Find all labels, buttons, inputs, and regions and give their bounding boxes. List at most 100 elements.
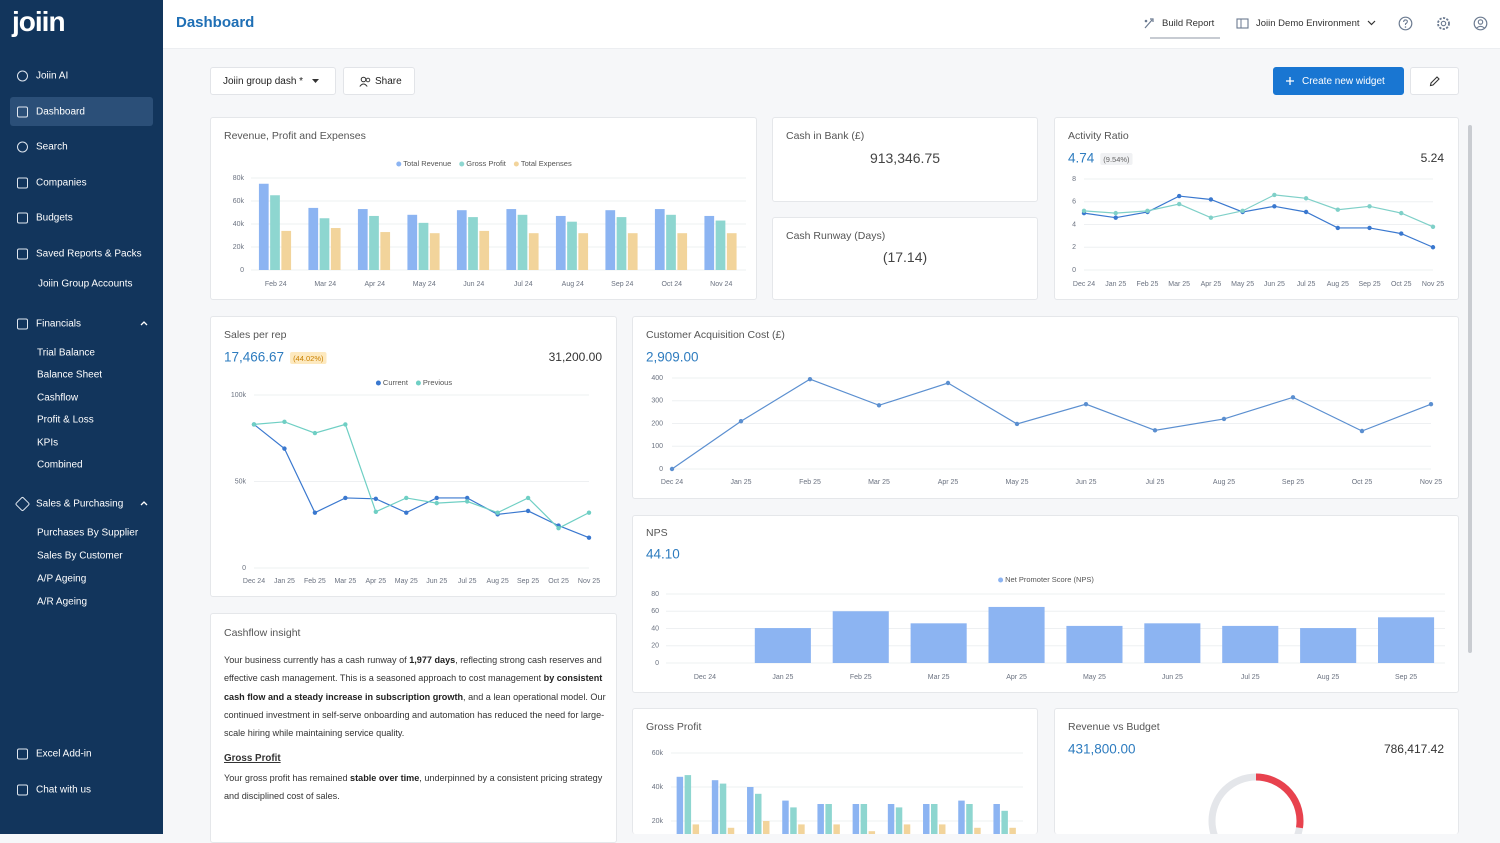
x-tick-label: Aug 25 — [1317, 674, 1339, 681]
select-label: Joiin group dash * — [223, 75, 304, 87]
x-tick-label: Oct 25 — [1391, 281, 1412, 288]
line-point — [1367, 204, 1372, 209]
dashboard-select[interactable]: Joiin group dash * — [210, 67, 336, 95]
nav-item[interactable]: Saved Reports & Packs — [36, 248, 142, 260]
x-tick-label: Nov 24 — [710, 281, 732, 288]
line-point — [343, 495, 348, 501]
nav-item[interactable]: Search — [36, 141, 68, 153]
x-tick-label: May 25 — [1231, 281, 1254, 288]
y-tick-label: 300 — [651, 398, 663, 405]
x-tick-label: Aug 25 — [487, 578, 509, 585]
bar — [754, 628, 811, 663]
nav-subitem[interactable]: Purchases By Supplier — [37, 527, 139, 539]
bar — [676, 776, 684, 834]
user-icon[interactable] — [1473, 16, 1488, 31]
comparison-value: 5.24 — [1421, 151, 1445, 165]
nav-icon — [17, 748, 28, 760]
collapse-caret[interactable] — [140, 500, 148, 506]
widget-card: Revenue, Profit and Expenses Total Revenu… — [210, 117, 757, 300]
nav-subitem[interactable]: A/P Ageing — [37, 573, 87, 585]
line-point — [1240, 208, 1245, 214]
nav-section[interactable]: Financials — [36, 318, 82, 330]
bar — [369, 215, 379, 270]
line-point — [876, 403, 882, 408]
bar — [258, 183, 269, 270]
x-tick-label: Jul 25 — [1297, 281, 1316, 288]
nav-subitem[interactable]: Trial Balance — [37, 347, 95, 359]
comparison-value: 786,417.42 — [1384, 742, 1444, 756]
nav-item[interactable]: Dashboard — [36, 106, 85, 118]
bar — [790, 807, 797, 834]
nav-subitem[interactable]: Profit & Loss — [37, 414, 94, 426]
nav-icon — [17, 318, 28, 330]
line-point — [1176, 201, 1182, 207]
line-point — [1152, 428, 1158, 433]
nav-subitem[interactable]: Sales By Customer — [37, 550, 123, 562]
sidebar: joiin Joiin AI Dashboard Search Companie… — [0, 0, 163, 834]
x-tick-label: Jun 25 — [426, 578, 447, 585]
widget-title: Cashflow insight — [224, 627, 301, 639]
x-tick-label: Nov 25 — [1422, 281, 1444, 288]
create-widget-button[interactable]: Create new widget — [1273, 67, 1404, 95]
nav-subitem[interactable]: Cashflow — [37, 392, 79, 404]
widget-value: 913,346.75 — [869, 150, 941, 166]
x-tick-label: Dec 24 — [661, 479, 683, 486]
nav-item[interactable]: Joiin Group Accounts — [38, 278, 133, 290]
nav-item[interactable]: Chat with us — [36, 784, 92, 796]
nav-icon — [17, 106, 28, 118]
line-point — [1221, 416, 1227, 422]
x-tick-label: Feb 24 — [265, 281, 287, 288]
x-tick-label: Jan 25 — [772, 674, 793, 681]
bar — [726, 233, 737, 270]
x-tick-label: Mar 25 — [1168, 281, 1190, 288]
collapse-caret[interactable] — [140, 320, 148, 326]
gauge-arc — [1255, 773, 1304, 829]
legend-swatch — [459, 161, 465, 167]
bar — [677, 233, 688, 270]
nav-item[interactable]: Budgets — [36, 212, 73, 224]
chart: Gross Profit 20k 40k 60k — [646, 721, 1023, 834]
nav-subitem[interactable]: Combined — [37, 459, 83, 471]
legend-swatch — [513, 161, 519, 167]
bar — [468, 217, 478, 270]
nav-item[interactable]: Companies — [36, 177, 87, 189]
insight-text: Your business currently has a cash runwa… — [224, 651, 606, 805]
line-point — [495, 510, 500, 515]
scrollbar[interactable] — [1468, 125, 1472, 653]
y-tick-label: 20 — [651, 643, 659, 650]
line-point — [312, 510, 318, 515]
line-point — [807, 376, 813, 382]
chart: Revenue, Profit and Expenses Total Revenu… — [224, 130, 746, 288]
help-icon[interactable] — [1398, 16, 1413, 31]
bar — [833, 824, 840, 834]
line-point — [738, 419, 744, 424]
logo[interactable]: joiin — [12, 6, 66, 37]
widget-card: Sales per rep 17,466.67 (44.02%) 31,200.00 C… — [210, 316, 617, 597]
share-button[interactable]: Share — [343, 67, 415, 95]
bar — [825, 804, 832, 834]
nav-subitem[interactable]: Balance Sheet — [37, 369, 103, 381]
x-tick-label: Jul 24 — [514, 281, 533, 288]
edit-button[interactable] — [1410, 67, 1459, 95]
line-point — [373, 496, 379, 501]
bar — [966, 804, 973, 834]
settings-icon[interactable] — [1436, 16, 1451, 31]
nav-item[interactable]: Excel Add-in — [36, 748, 92, 760]
legend-swatch — [415, 380, 421, 386]
nav-item[interactable]: Joiin AI — [36, 70, 69, 82]
bar — [755, 793, 762, 834]
nav-section[interactable]: Sales & Purchasing — [36, 498, 124, 510]
nav-subitem[interactable]: A/R Ageing — [37, 596, 88, 608]
bar — [319, 218, 330, 270]
bar — [903, 824, 911, 834]
line-point — [1176, 193, 1182, 199]
line-point — [1081, 208, 1087, 214]
legend-swatch — [375, 380, 381, 386]
bar — [270, 195, 280, 270]
y-tick-label: 100k — [231, 392, 247, 399]
bar — [762, 821, 770, 834]
x-tick-label: Oct 24 — [661, 281, 682, 288]
environment-select[interactable]: Joiin Demo Environment — [1256, 18, 1360, 29]
build-report-link[interactable]: Build Report — [1162, 18, 1215, 29]
nav-subitem[interactable]: KPIs — [37, 437, 59, 449]
